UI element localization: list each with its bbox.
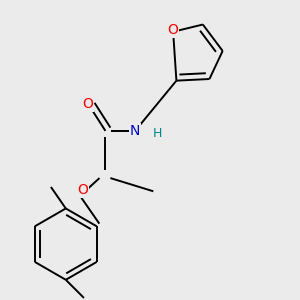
Text: O: O <box>77 183 88 197</box>
Text: O: O <box>168 23 178 37</box>
Text: O: O <box>82 98 93 111</box>
Text: H: H <box>153 127 162 140</box>
Text: N: N <box>130 124 140 138</box>
